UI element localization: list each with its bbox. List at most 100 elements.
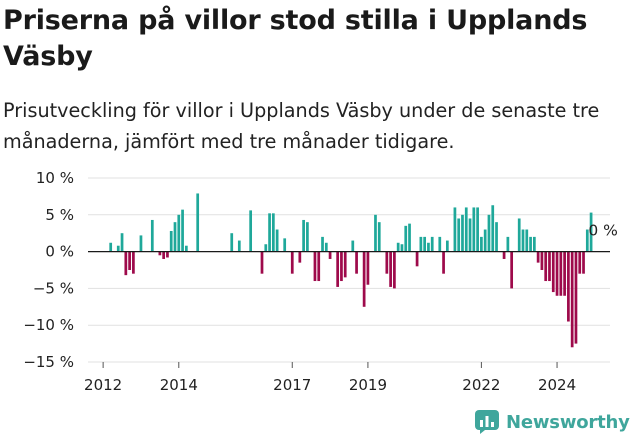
- bar: [445, 240, 449, 252]
- bar: [529, 236, 532, 252]
- bar: [495, 222, 498, 252]
- brand-name: Newsworthy: [506, 411, 630, 433]
- y-tick-label: −5 %: [33, 279, 74, 297]
- last-value-label: 0 %: [588, 222, 618, 240]
- bar: [124, 251, 128, 276]
- bar: [355, 251, 358, 274]
- bar: [427, 242, 430, 252]
- bar: [196, 193, 200, 252]
- bar: [313, 251, 317, 282]
- bar: [139, 235, 143, 252]
- bar: [567, 251, 570, 322]
- newsworthy-logo: Newsworthy: [474, 407, 630, 437]
- bar: [290, 251, 294, 274]
- bar: [264, 244, 268, 252]
- bar: [551, 251, 555, 293]
- bar: [589, 212, 593, 252]
- bar: [306, 222, 309, 252]
- bar: [336, 251, 340, 287]
- bar: [181, 209, 184, 252]
- bar: [321, 236, 324, 252]
- bar: [491, 205, 495, 252]
- bar: [396, 242, 400, 252]
- bar: [472, 207, 476, 252]
- x-tick-label: 2012: [84, 376, 122, 394]
- bar: [525, 229, 529, 252]
- bar: [521, 229, 525, 252]
- bar: [430, 236, 434, 252]
- bar: [540, 251, 544, 270]
- y-tick-label: −15 %: [23, 353, 74, 371]
- bar: [480, 236, 483, 252]
- bar: [169, 230, 173, 252]
- newsworthy-logo-icon: [475, 410, 499, 434]
- bar: [393, 251, 396, 289]
- x-tick-label: 2022: [462, 376, 500, 394]
- bar: [506, 236, 510, 252]
- y-tick-label: 5 %: [45, 206, 74, 224]
- chart-title: Priserna på villor stod stilla i Uppland…: [3, 5, 588, 72]
- bar: [109, 242, 113, 252]
- bar: [476, 207, 479, 252]
- bar: [585, 229, 589, 252]
- bar: [563, 251, 566, 296]
- bar: [116, 245, 120, 252]
- bar: [340, 251, 343, 282]
- bar: [328, 251, 332, 259]
- bar: [366, 251, 370, 285]
- bar: [408, 223, 411, 252]
- bar: [177, 214, 181, 252]
- bar: [461, 214, 464, 252]
- bar: [389, 251, 392, 287]
- bar: [438, 236, 442, 252]
- bar-chart: 10 % 5 % 0 % −5 % −10 % −15 % 2012 2014 2017 2019…: [23, 169, 618, 394]
- bar: [415, 251, 419, 267]
- bar: [271, 213, 275, 252]
- bar: [468, 218, 472, 252]
- bar: [464, 207, 468, 252]
- bar: [275, 229, 279, 252]
- bar: [483, 229, 487, 252]
- bar: [559, 251, 563, 296]
- bar: [230, 233, 234, 252]
- x-tick-label: 2024: [538, 376, 576, 394]
- x-tick-label: 2014: [160, 376, 198, 394]
- bar: [150, 219, 154, 252]
- y-tick-label: 10 %: [36, 169, 74, 187]
- bar: [502, 251, 506, 259]
- bar: [517, 218, 521, 252]
- bar: [362, 251, 366, 307]
- bar: [457, 218, 461, 252]
- bar: [570, 251, 574, 348]
- bar: [298, 251, 302, 263]
- bar: [404, 225, 408, 252]
- bar: [385, 251, 389, 274]
- bar: [544, 251, 548, 282]
- bar: [578, 251, 582, 274]
- bar: [442, 251, 445, 274]
- y-tick-label: −10 %: [23, 316, 74, 334]
- bar: [158, 251, 162, 256]
- bar: [128, 251, 131, 270]
- bar: [423, 236, 427, 252]
- bar: [283, 238, 287, 252]
- x-tick-label: 2019: [349, 376, 387, 394]
- bar: [260, 251, 264, 274]
- bar: [237, 240, 241, 252]
- bar: [510, 251, 514, 289]
- bar: [377, 222, 381, 252]
- bar: [374, 214, 377, 252]
- bar: [166, 251, 169, 258]
- bar: [162, 251, 166, 259]
- bar: [268, 213, 271, 252]
- bar: [555, 251, 559, 296]
- bar: [574, 251, 578, 344]
- bar: [249, 210, 253, 252]
- bar: [302, 219, 305, 252]
- bar: [536, 251, 540, 263]
- bar: [400, 244, 404, 252]
- bar: [132, 251, 135, 274]
- bar: [419, 236, 423, 252]
- bar: [173, 222, 177, 252]
- bar: [351, 240, 355, 252]
